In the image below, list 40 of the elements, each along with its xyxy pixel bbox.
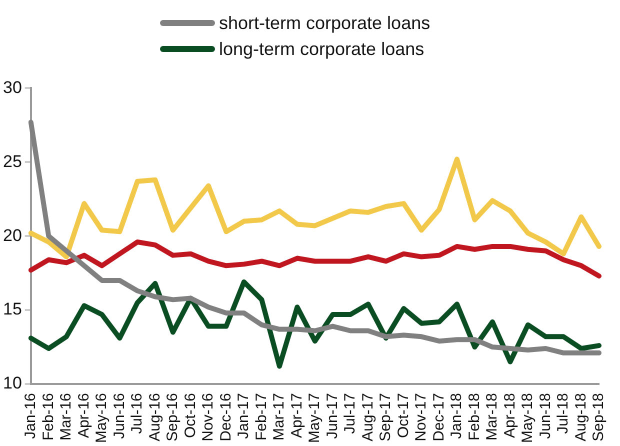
legend-label: short-term corporate loans	[219, 12, 430, 34]
x-tick-label: Jul-16	[128, 392, 146, 434]
x-tick-label: Feb-17	[252, 392, 270, 441]
x-tick-label: Jun-17	[324, 392, 341, 439]
x-tick-label: May-18	[519, 392, 536, 444]
x-tick-label: Mar-16	[58, 392, 75, 440]
x-tick-label: Jul-18	[554, 392, 572, 434]
y-tick-label: 25	[2, 152, 22, 171]
x-tick-label: Jul-17	[342, 392, 359, 434]
x-tick-label: Feb-16	[40, 392, 57, 441]
x-tick-label: Sep-18	[590, 392, 608, 442]
y-tick-label: 30	[2, 78, 22, 97]
x-tick-label: Aug-17	[359, 392, 376, 442]
x-tick-label: Apr-18	[501, 392, 518, 438]
x-tick-label: Dec-17	[430, 392, 448, 442]
x-tick-label: May-16	[93, 392, 110, 444]
x-tick-label: Jun-18	[536, 392, 554, 439]
x-tick-label: May-17	[306, 392, 324, 444]
x-tick-label: Sep-16	[164, 392, 182, 442]
x-tick-label: Aug-16	[146, 392, 164, 442]
y-tick-label: 20	[2, 226, 22, 245]
x-tick-label: Nov-17	[412, 392, 430, 442]
x-tick-label: Nov-16	[200, 392, 217, 442]
x-tick-label: Sep-17	[377, 392, 394, 442]
x-tick-label: Feb-18	[466, 392, 483, 441]
y-tick-label: 10	[2, 374, 22, 393]
legend-label: long-term corporate loans	[219, 38, 424, 60]
x-tick-label: Dec-16	[217, 392, 234, 442]
y-tick-label: 15	[2, 300, 22, 319]
x-tick-label: Jun-16	[110, 392, 128, 439]
x-tick-label: Mar-18	[484, 392, 501, 440]
x-tick-label: Jan-16	[22, 392, 40, 439]
x-tick-label: Oct-16	[182, 392, 199, 438]
x-tick-label: Aug-18	[572, 392, 590, 442]
x-tick-label: Mar-17	[270, 392, 288, 440]
x-tick-label: Apr-16	[75, 392, 92, 438]
x-tick-label: Jan-17	[235, 392, 252, 439]
x-tick-label: Oct-17	[394, 392, 412, 438]
x-tick-label: Jan-18	[448, 392, 466, 439]
x-tick-label: Apr-17	[288, 392, 306, 438]
